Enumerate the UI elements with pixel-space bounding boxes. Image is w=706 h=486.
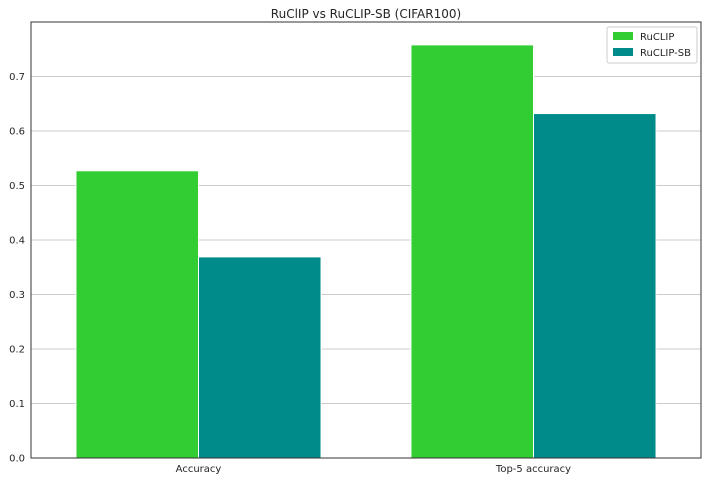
legend-swatch-ruclip-sb bbox=[613, 48, 633, 56]
y-tick-label: 0.4 bbox=[9, 236, 25, 247]
bar-ruclip-accuracy bbox=[75, 170, 199, 459]
plot-frame bbox=[30, 21, 702, 459]
bar-ruclip-sb-top-5-accuracy bbox=[533, 113, 657, 459]
y-tick-label: 0.7 bbox=[9, 72, 25, 83]
bar-ruclip-sb-accuracy bbox=[198, 256, 322, 459]
x-axis-ticks: Accuracy Top-5 accuracy bbox=[176, 464, 571, 475]
x-tick-label: Accuracy bbox=[176, 464, 222, 475]
legend-swatch-ruclip bbox=[613, 32, 633, 40]
y-tick-label: 0.6 bbox=[9, 127, 25, 138]
y-tick-label: 0.5 bbox=[9, 181, 25, 192]
chart-title: RuClIP vs RuCLIP-SB (CIFAR100) bbox=[271, 7, 461, 21]
legend-label-ruclip-sb: RuCLIP-SB bbox=[640, 48, 691, 59]
bars bbox=[75, 44, 657, 459]
y-tick-label: 0.3 bbox=[9, 290, 25, 301]
y-tick-label: 0.1 bbox=[9, 399, 25, 410]
x-tick-label: Top-5 accuracy bbox=[495, 464, 571, 475]
legend: RuCLIP RuCLIP-SB bbox=[606, 26, 698, 64]
y-axis-ticks: 0.0 0.1 0.2 0.3 0.4 0.5 0.6 0.7 bbox=[9, 72, 25, 465]
bar-ruclip-top-5-accuracy bbox=[410, 44, 535, 459]
y-tick-label: 0.2 bbox=[9, 345, 25, 356]
legend-label-ruclip: RuCLIP bbox=[640, 32, 674, 43]
y-tick-label: 0.0 bbox=[9, 454, 25, 465]
